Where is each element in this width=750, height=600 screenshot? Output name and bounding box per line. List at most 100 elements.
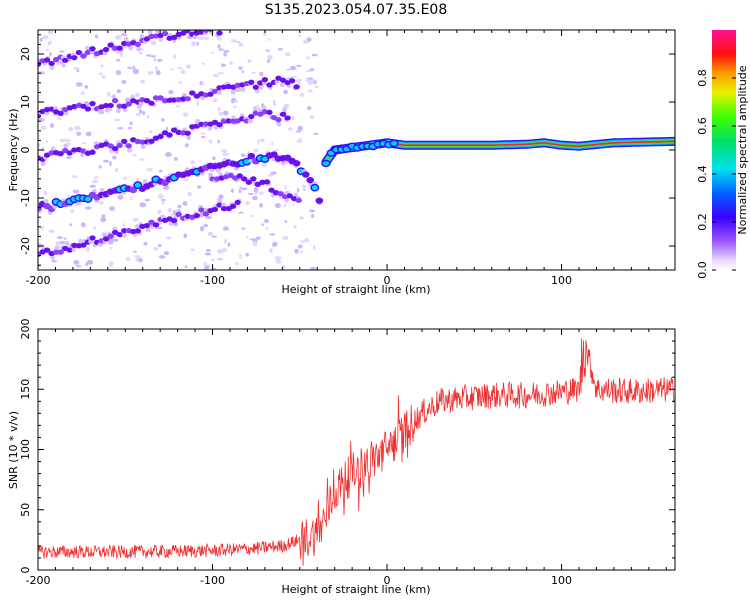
spectrum-speckle: [132, 250, 138, 253]
spectrum-blob: [202, 121, 210, 127]
spectrum-halo: [147, 30, 153, 35]
spectrum-blob: [121, 228, 128, 234]
spectrum-speckle: [277, 47, 284, 51]
spectrum-blob: [57, 110, 64, 117]
spectrum-blob: [80, 103, 87, 109]
spectrum-blob: [71, 55, 78, 61]
spectrum-speckle: [40, 125, 47, 130]
spectrum-speckle: [56, 236, 63, 240]
spectrum-blob: [157, 133, 164, 140]
spectrum-blob: [66, 150, 73, 156]
spectrum-speckle: [230, 188, 234, 193]
spectrum-speckle: [38, 243, 43, 248]
spectrum-blob: [57, 151, 64, 157]
spectrum-blob: [80, 242, 87, 248]
spectrum-blob: [84, 106, 92, 112]
spectrum-blob: [247, 152, 256, 160]
spectrum-speckle: [208, 139, 213, 144]
spectrum-blob: [263, 179, 271, 185]
spectrum-halo: [261, 105, 267, 111]
spectrum-speckle: [238, 66, 243, 70]
spectrum-speckle: [217, 71, 224, 75]
x-tick-label: 100: [551, 574, 572, 587]
spectrum-speckle: [74, 125, 81, 131]
spectrum-blob: [121, 138, 128, 144]
spectrum-blob: [62, 57, 69, 63]
y-tick-label: 0: [19, 147, 32, 154]
spectrum-speckle: [133, 255, 141, 258]
spectrum-halo: [211, 21, 216, 26]
spectrum-speckle: [132, 68, 140, 75]
spectrum-speckle: [247, 59, 252, 63]
spectrum-blob: [286, 193, 293, 199]
spectrum-halo: [254, 88, 260, 94]
colorbar-label: Normalized spectral amplitude: [736, 65, 749, 234]
spectrum-speckle: [112, 155, 117, 160]
spectrum-speckle: [67, 58, 72, 62]
y-tick-label: 50: [19, 503, 32, 517]
spectrum-speckle: [309, 115, 315, 119]
spectrum-speckle: [183, 233, 188, 239]
spectrum-speckle: [140, 79, 146, 84]
spectrum-blob: [139, 139, 146, 145]
spectrum-blob: [180, 30, 187, 36]
spectrum-blob: [107, 143, 114, 149]
spectrum-blob: [134, 41, 142, 48]
spectrum-speckle: [210, 258, 215, 261]
spectrum-blob: [125, 101, 132, 107]
spectrum-speckle: [185, 64, 191, 69]
spectrum-blob: [216, 202, 223, 208]
spectrum-speckle: [247, 192, 254, 196]
spectrum-speckle: [146, 167, 154, 172]
spectrum-blob: [315, 197, 324, 204]
spectrum-speckle: [43, 190, 48, 196]
spectrum-speckle: [61, 64, 66, 68]
spectrum-speckle: [276, 112, 281, 115]
spectrum-speckle: [138, 109, 143, 114]
spectrum-speckle: [178, 80, 183, 84]
spectrum-speckle: [273, 149, 279, 153]
spectrum-speckle: [265, 49, 270, 52]
spectrum-speckle: [121, 80, 127, 85]
spectrum-blob: [292, 160, 301, 167]
spectrum-speckle: [94, 176, 99, 179]
spectrum-blob: [116, 231, 123, 238]
spectrum-speckle: [145, 54, 152, 57]
spectrum-speckle: [117, 127, 124, 130]
spectrum-speckle: [218, 48, 224, 51]
spectrum-halo: [207, 125, 213, 131]
spectrum-speckle: [49, 52, 52, 56]
spectrum-speckle: [272, 241, 278, 247]
spectrum-speckle: [223, 52, 227, 57]
spectrum-speckle: [109, 206, 115, 211]
spectrum-speckle: [253, 148, 259, 153]
spectrum-speckle: [147, 71, 155, 75]
spectrum-speckle: [300, 250, 304, 254]
spectrum-speckle: [303, 188, 306, 191]
spectrum-speckle: [198, 36, 204, 41]
spectrum-blob: [129, 186, 138, 194]
spectrum-speckle: [283, 103, 290, 109]
spectrum-blob: [143, 36, 151, 42]
spectrum-speckle: [158, 255, 166, 259]
spectrum-speckle: [291, 203, 295, 206]
spectrum-blob: [266, 82, 273, 88]
spectrum-speckle: [175, 104, 181, 108]
spectrum-blob: [202, 211, 210, 217]
spectrum-blob: [257, 111, 264, 117]
spectrum-speckle: [217, 249, 224, 254]
spectrum-speckle: [161, 200, 165, 205]
spectrum-blob: [257, 80, 264, 86]
spectrum-blob: [279, 77, 287, 83]
spectrum-speckle: [222, 226, 230, 231]
spectrum-speckle: [259, 191, 264, 196]
spectrum-halo: [50, 146, 56, 152]
spectrum-halo: [236, 87, 242, 93]
spectrum-speckle: [300, 240, 306, 243]
spectrum-speckle: [217, 44, 221, 49]
spectrum-halo: [64, 241, 70, 246]
spectrum-speckle: [101, 214, 106, 219]
spectrum-halo: [99, 187, 105, 193]
spectrum-speckle: [250, 214, 254, 218]
spectrum-speckle: [161, 118, 165, 122]
